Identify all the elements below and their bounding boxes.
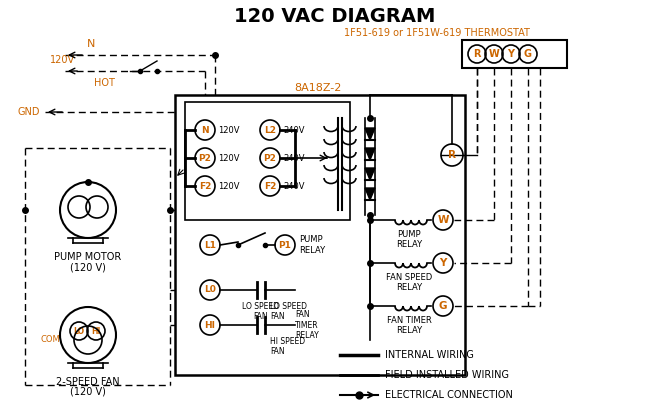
Text: PUMP
RELAY: PUMP RELAY — [396, 230, 422, 249]
Text: 240V: 240V — [283, 126, 304, 134]
Text: HOT: HOT — [94, 78, 115, 88]
Text: R: R — [448, 150, 456, 160]
Bar — [185, 102, 350, 220]
Text: P2: P2 — [198, 153, 212, 163]
Text: FAN
TIMER
RELAY: FAN TIMER RELAY — [295, 310, 319, 340]
Polygon shape — [365, 128, 375, 140]
Text: L2: L2 — [264, 126, 276, 134]
Text: 8A18Z-2: 8A18Z-2 — [294, 83, 342, 93]
Text: INTERNAL WIRING: INTERNAL WIRING — [385, 350, 474, 360]
Text: FAN SPEED
RELAY: FAN SPEED RELAY — [386, 273, 432, 292]
Text: Y: Y — [507, 49, 515, 59]
Text: LO SPEED
FAN: LO SPEED FAN — [243, 302, 279, 321]
Text: F2: F2 — [264, 181, 276, 191]
Text: 240V: 240V — [283, 153, 304, 163]
Bar — [462, 40, 567, 68]
Bar — [175, 95, 465, 375]
Text: W: W — [488, 49, 499, 59]
Text: HI SPEED
FAN: HI SPEED FAN — [270, 337, 305, 357]
Polygon shape — [365, 168, 375, 180]
Text: W: W — [438, 215, 449, 225]
Text: (120 V): (120 V) — [70, 262, 106, 272]
Text: G: G — [524, 49, 532, 59]
Text: N: N — [201, 126, 209, 134]
Text: N: N — [87, 39, 95, 49]
Text: F2: F2 — [199, 181, 211, 191]
Text: LO: LO — [74, 326, 84, 336]
Text: G: G — [439, 301, 448, 311]
Text: PUMP
RELAY: PUMP RELAY — [299, 235, 325, 255]
Text: L1: L1 — [204, 241, 216, 249]
Text: P1: P1 — [279, 241, 291, 249]
Text: PUMP MOTOR: PUMP MOTOR — [54, 252, 122, 262]
Text: LO SPEED
FAN: LO SPEED FAN — [270, 302, 307, 321]
Text: 120 VAC DIAGRAM: 120 VAC DIAGRAM — [234, 7, 436, 26]
Text: ELECTRICAL CONNECTION: ELECTRICAL CONNECTION — [385, 390, 513, 400]
Text: 1F51-619 or 1F51W-619 THERMOSTAT: 1F51-619 or 1F51W-619 THERMOSTAT — [344, 28, 530, 38]
Text: 120V: 120V — [218, 181, 239, 191]
Text: FAN TIMER
RELAY: FAN TIMER RELAY — [387, 316, 431, 335]
Text: 120V: 120V — [50, 55, 75, 65]
Text: HI: HI — [91, 326, 100, 336]
Text: COM: COM — [40, 336, 60, 344]
Polygon shape — [365, 148, 375, 160]
Text: 240V: 240V — [283, 181, 304, 191]
Text: HI: HI — [204, 321, 216, 329]
Text: P2: P2 — [263, 153, 277, 163]
Polygon shape — [365, 188, 375, 200]
Text: 120V: 120V — [218, 126, 239, 134]
Text: (120 V): (120 V) — [70, 387, 106, 397]
Text: FIELD INSTALLED WIRING: FIELD INSTALLED WIRING — [385, 370, 509, 380]
Text: Y: Y — [440, 258, 447, 268]
Text: 2-SPEED FAN: 2-SPEED FAN — [56, 377, 120, 387]
Text: R: R — [473, 49, 481, 59]
Text: 120V: 120V — [218, 153, 239, 163]
Text: GND: GND — [17, 107, 40, 117]
Text: L0: L0 — [204, 285, 216, 295]
